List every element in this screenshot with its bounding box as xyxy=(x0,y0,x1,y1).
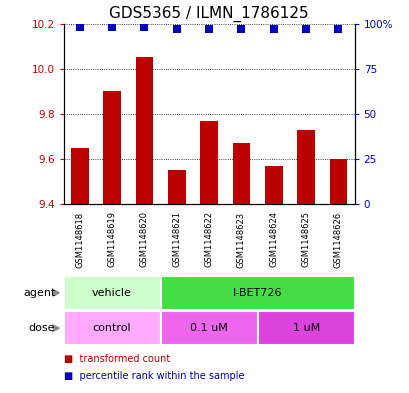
Point xyxy=(108,24,115,30)
Bar xyxy=(71,148,88,204)
Bar xyxy=(160,311,257,345)
Bar xyxy=(167,171,185,204)
Text: GSM1148626: GSM1148626 xyxy=(333,211,342,268)
Point xyxy=(302,26,309,32)
Point xyxy=(270,26,276,32)
Text: GSM1148624: GSM1148624 xyxy=(269,211,278,267)
Text: GSM1148621: GSM1148621 xyxy=(172,211,181,267)
Point xyxy=(141,24,147,30)
Text: GSM1148619: GSM1148619 xyxy=(107,211,116,267)
Text: GSM1148622: GSM1148622 xyxy=(204,211,213,267)
Bar xyxy=(63,311,160,345)
Text: GSM1148623: GSM1148623 xyxy=(236,211,245,268)
Bar xyxy=(264,166,282,204)
Title: GDS5365 / ILMN_1786125: GDS5365 / ILMN_1786125 xyxy=(109,6,308,22)
Text: agent: agent xyxy=(23,288,55,298)
Bar xyxy=(103,91,121,204)
Bar xyxy=(257,311,354,345)
Text: GSM1148620: GSM1148620 xyxy=(139,211,148,267)
Bar xyxy=(200,121,218,204)
Text: ■  percentile rank within the sample: ■ percentile rank within the sample xyxy=(63,371,243,381)
Bar xyxy=(232,143,250,204)
Text: GSM1148618: GSM1148618 xyxy=(75,211,84,268)
Text: ■  transformed count: ■ transformed count xyxy=(63,354,169,364)
Text: I-BET726: I-BET726 xyxy=(232,288,282,298)
Bar xyxy=(329,159,346,204)
Bar xyxy=(63,276,160,310)
Point xyxy=(173,26,180,32)
Point xyxy=(76,24,83,30)
Text: vehicle: vehicle xyxy=(92,288,132,298)
Bar xyxy=(160,276,354,310)
Text: GSM1148625: GSM1148625 xyxy=(301,211,310,267)
Text: 1 uM: 1 uM xyxy=(292,323,319,333)
Point xyxy=(335,26,341,32)
Text: dose: dose xyxy=(29,323,55,333)
Bar xyxy=(297,130,314,204)
Text: control: control xyxy=(92,323,131,333)
Point xyxy=(238,26,244,32)
Bar xyxy=(135,57,153,204)
Text: 0.1 uM: 0.1 uM xyxy=(190,323,227,333)
Point xyxy=(205,26,212,32)
